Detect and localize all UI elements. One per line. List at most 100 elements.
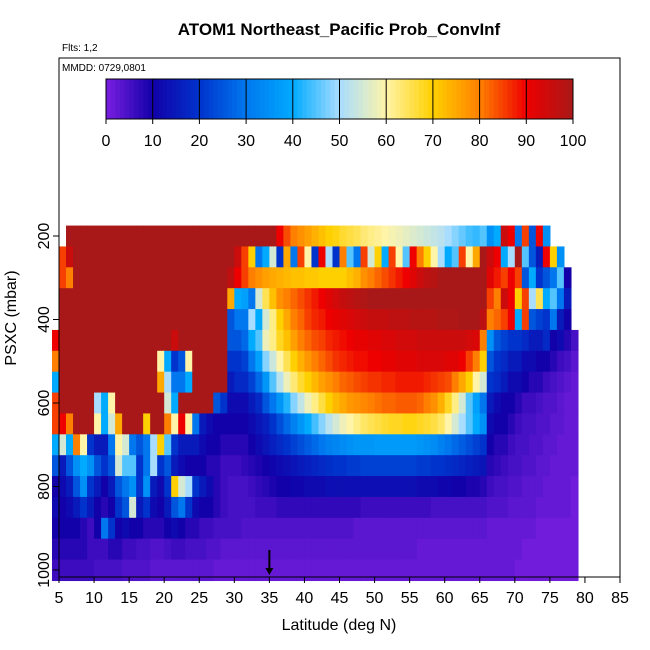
heat-cell [507, 267, 516, 289]
heat-cell [430, 392, 439, 415]
heat-cell [101, 392, 109, 415]
heat-cell [409, 246, 418, 268]
x-tick-label: 80 [576, 590, 594, 607]
colorbar-segment [358, 79, 364, 119]
y-tick-label: 600 [36, 390, 53, 417]
heat-cell [388, 309, 397, 331]
x-tick-label: 25 [190, 590, 208, 607]
heat-cell [227, 246, 235, 268]
heat-cell [178, 517, 186, 540]
heat-cell [241, 517, 249, 540]
heat-cell [430, 517, 439, 540]
heat-cell [87, 371, 95, 394]
heat-cell [472, 434, 481, 456]
heat-cell [437, 392, 446, 415]
colorbar-segment [400, 79, 406, 119]
heat-cell [549, 309, 558, 331]
heat-cell [374, 496, 383, 519]
heat-cell [108, 329, 116, 352]
heat-cell [451, 434, 460, 456]
colorbar-segment [409, 79, 415, 119]
heat-cell [297, 559, 306, 582]
heat-cell [325, 392, 334, 415]
heat-cell [346, 267, 355, 289]
heat-cell [94, 267, 102, 289]
heat-cell [325, 329, 334, 352]
heat-cell [367, 392, 376, 415]
heat-cell [451, 413, 460, 435]
heat-cell [178, 496, 186, 519]
heat-cell [395, 267, 404, 289]
heat-cell [206, 225, 214, 248]
heat-cell [311, 538, 320, 561]
heat-cell [227, 309, 235, 331]
heat-cell [262, 496, 270, 519]
heat-cell [178, 476, 186, 498]
heat-cell [563, 455, 572, 477]
heat-cell [59, 517, 67, 540]
heat-cell [437, 413, 446, 435]
heat-cell [353, 413, 362, 435]
heat-cell [234, 517, 242, 540]
heat-cell [458, 496, 467, 519]
heat-cell [535, 496, 544, 519]
heat-cell [430, 309, 439, 331]
heat-cell [255, 496, 263, 519]
heat-cell [164, 309, 172, 331]
heat-cell [444, 246, 453, 268]
heat-cell [87, 559, 95, 582]
heat-cell [115, 559, 123, 582]
heat-cell [535, 371, 544, 394]
heat-cell [514, 329, 523, 352]
heat-cell [283, 455, 292, 477]
heat-cell [332, 517, 341, 540]
heat-cell [395, 496, 404, 519]
heat-cell [444, 225, 453, 248]
heat-cell [192, 413, 200, 435]
heat-cell [248, 559, 256, 582]
heat-cell [241, 559, 249, 582]
heat-cell [227, 496, 235, 519]
heat-cell [332, 496, 341, 519]
heat-cell [220, 455, 228, 477]
heat-cell [311, 371, 320, 394]
heat-cell [51, 517, 60, 540]
colorbar-segment [386, 79, 392, 119]
heat-cell [507, 496, 516, 519]
heat-cell [458, 246, 467, 268]
heat-cell [164, 225, 172, 248]
heat-cell [381, 371, 390, 394]
heat-cell [234, 434, 242, 456]
heat-cell [353, 288, 362, 310]
heat-cell [59, 329, 67, 352]
heat-cell [108, 434, 116, 456]
heat-cell [234, 476, 242, 498]
heat-cell [269, 329, 277, 352]
heat-cell [339, 517, 348, 540]
heat-cell [262, 309, 270, 331]
heat-cell [269, 246, 277, 268]
heat-cell [304, 496, 313, 519]
heat-cell [171, 288, 179, 310]
colorbar-segment [297, 79, 303, 119]
heat-cell [262, 434, 270, 456]
heat-cell [353, 371, 362, 394]
heat-cell [353, 517, 362, 540]
heat-cell [304, 288, 313, 310]
heat-cell [73, 329, 81, 352]
heat-cell [528, 538, 537, 561]
heat-cell [549, 538, 558, 561]
heat-cell [311, 288, 320, 310]
heat-cell [521, 246, 530, 268]
heat-cell [430, 350, 439, 373]
heat-cell [297, 288, 306, 310]
heat-cell [416, 434, 425, 456]
heat-cell [451, 392, 460, 415]
heat-cell [556, 392, 565, 415]
flights-label: Flts: 1,2 [62, 43, 98, 54]
heat-cell [87, 455, 95, 477]
colorbar-segment [428, 79, 434, 119]
heat-cell [206, 476, 214, 498]
heat-cell [486, 392, 495, 415]
heat-cell [360, 496, 369, 519]
